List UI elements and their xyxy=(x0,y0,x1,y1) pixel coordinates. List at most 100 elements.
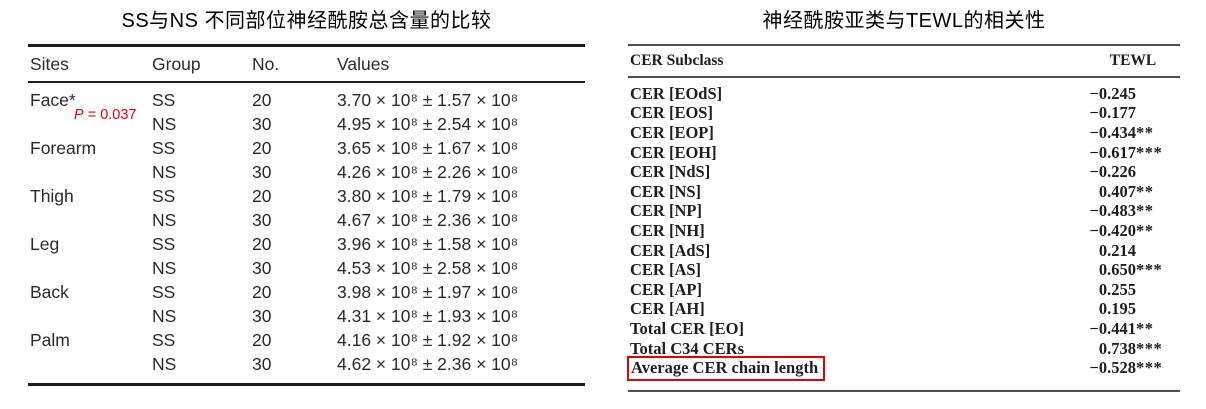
value-cell: 4.62 × 10⁸ ± 2.36 × 10⁸ xyxy=(337,353,519,374)
table-row: Back SS 20 3.98 × 10⁸ ± 1.97 × 10⁸ xyxy=(28,280,585,304)
subclass-cell: Total C34 CERs xyxy=(630,338,744,358)
no-cell: 30 xyxy=(252,305,272,326)
site-cell: Back xyxy=(30,281,69,302)
site-cell: Palm xyxy=(30,329,70,350)
tewl-value-cell: −0.483** xyxy=(1086,201,1180,221)
table-row: NS 30 4.95 × 10⁸ ± 2.54 × 10⁸ xyxy=(28,112,585,136)
correlation-value: 0.738 xyxy=(1098,338,1136,358)
table-row: NS 30 4.62 × 10⁸ ± 2.36 × 10⁸ xyxy=(28,352,585,376)
no-cell: 20 xyxy=(252,329,272,350)
tewl-value-cell: −0.420** xyxy=(1086,221,1180,241)
table-row: CER [NH] −0.420** xyxy=(628,221,1180,241)
no-cell: 30 xyxy=(252,257,272,278)
group-cell: SS xyxy=(152,281,176,302)
correlation-value: −0.617 xyxy=(1089,142,1136,162)
table-row: CER [NS] 0.407** xyxy=(628,182,1180,202)
correlation-value: −0.434 xyxy=(1089,122,1136,142)
no-cell: 20 xyxy=(252,137,272,158)
tewl-value-cell: 0.407** xyxy=(1086,182,1180,202)
significance-stars: ** xyxy=(1136,122,1154,142)
subclass-cell: CER [NP] xyxy=(630,201,702,221)
value-cell: 4.16 × 10⁸ ± 1.92 × 10⁸ xyxy=(337,329,519,350)
no-cell: 20 xyxy=(252,185,272,206)
subclass-cell: CER [NdS] xyxy=(630,162,711,182)
significance-stars: ** xyxy=(1136,220,1154,240)
group-cell: NS xyxy=(152,353,177,374)
highlight-box: Average CER chain length xyxy=(627,355,826,381)
table-row: CER [AH] 0.195 xyxy=(628,299,1180,320)
tewl-value-cell: 0.255 xyxy=(1086,280,1180,300)
correlation-value: 0.195 xyxy=(1098,299,1136,319)
left-table: Sites Group No. Values Face* P = 0.037 SS 2… xyxy=(28,44,585,386)
significance-stars: ** xyxy=(1136,201,1154,221)
no-cell: 30 xyxy=(252,161,272,182)
value-cell: 4.67 × 10⁸ ± 2.36 × 10⁸ xyxy=(337,209,519,230)
no-cell: 20 xyxy=(252,281,272,302)
column-header-sites: Sites xyxy=(30,53,69,74)
value-cell: 4.31 × 10⁸ ± 1.93 × 10⁸ xyxy=(337,305,519,326)
table-row: CER [AP] 0.255 xyxy=(628,280,1180,300)
no-cell: 20 xyxy=(252,233,272,254)
group-cell: NS xyxy=(152,113,177,134)
table-row: CER [NdS] −0.226 xyxy=(628,162,1180,182)
subclass-cell: CER [EOdS] xyxy=(630,83,723,103)
table-row: CER [EOH] −0.617*** xyxy=(628,143,1180,163)
significance-stars: *** xyxy=(1136,142,1163,162)
group-cell: NS xyxy=(152,257,177,278)
tewl-value-cell: −0.441** xyxy=(1086,319,1180,339)
right-table-header-row: CER Subclass TEWL xyxy=(628,46,1180,78)
group-cell: SS xyxy=(152,233,176,254)
site-cell: Face* P = 0.037 xyxy=(30,89,137,123)
tewl-value-cell: 0.650*** xyxy=(1086,260,1180,280)
column-header-cer-subclass: CER Subclass xyxy=(630,52,724,69)
subclass-cell: CER [NH] xyxy=(630,220,705,240)
value-cell: 3.65 × 10⁸ ± 1.67 × 10⁸ xyxy=(337,137,519,158)
subclass-cell: CER [EOH] xyxy=(630,142,717,162)
table-row: CER [AS] 0.650*** xyxy=(628,260,1180,280)
site-cell: Leg xyxy=(30,233,60,254)
subclass-cell: CER [AS] xyxy=(630,260,702,280)
correlation-value: −0.528 xyxy=(1089,358,1136,378)
tewl-value-cell: −0.245 xyxy=(1086,84,1180,104)
group-cell: NS xyxy=(152,305,177,326)
right-table: CER Subclass TEWL CER [EOdS] −0.245 CER [E… xyxy=(627,44,1180,392)
right-table-title: 神经酰胺亚类与TEWL的相关性 xyxy=(762,10,1046,32)
correlation-value: −0.441 xyxy=(1089,318,1136,338)
no-cell: 30 xyxy=(252,113,272,134)
table-row: Total CER [EO] −0.441** xyxy=(628,319,1180,339)
column-header-no: No. xyxy=(252,53,280,74)
table-row: CER [EOdS] −0.245 xyxy=(628,84,1180,104)
value-cell: 4.26 × 10⁸ ± 2.26 × 10⁸ xyxy=(337,161,519,182)
correlation-value: −0.177 xyxy=(1089,103,1136,123)
table-row: NS 30 4.26 × 10⁸ ± 2.26 × 10⁸ xyxy=(28,160,585,184)
significance-stars: *** xyxy=(1136,338,1163,358)
no-cell: 20 xyxy=(252,89,272,110)
correlation-value: 0.650 xyxy=(1098,260,1136,280)
value-cell: 4.53 × 10⁸ ± 2.58 × 10⁸ xyxy=(337,257,519,278)
correlation-value: 0.407 xyxy=(1098,181,1136,201)
column-header-values: Values xyxy=(337,53,390,74)
group-cell: SS xyxy=(152,137,176,158)
no-cell: 30 xyxy=(252,353,272,374)
significance-stars: *** xyxy=(1136,358,1163,378)
table-row: Thigh SS 20 3.80 × 10⁸ ± 1.79 × 10⁸ xyxy=(28,184,585,208)
left-table-body: Face* P = 0.037 SS 20 3.70 × 10⁸ ± 1.57 × 10… xyxy=(28,83,585,383)
table-row: Palm SS 20 4.16 × 10⁸ ± 1.92 × 10⁸ xyxy=(28,328,585,352)
subclass-cell: CER [AdS] xyxy=(630,240,711,260)
value-cell: 4.95 × 10⁸ ± 2.54 × 10⁸ xyxy=(337,113,519,134)
significance-stars: ** xyxy=(1136,181,1154,201)
correlation-value: −0.226 xyxy=(1089,162,1136,182)
p-value-note: P = 0.037 xyxy=(74,106,137,123)
site-cell: Forearm xyxy=(30,137,97,158)
table-row: Leg SS 20 3.96 × 10⁸ ± 1.58 × 10⁸ xyxy=(28,232,585,256)
table-row: CER [EOS] −0.177 xyxy=(628,103,1180,124)
tewl-value-cell: −0.226 xyxy=(1086,162,1180,182)
correlation-value: −0.483 xyxy=(1089,201,1136,221)
group-cell: SS xyxy=(152,329,176,350)
value-cell: 3.80 × 10⁸ ± 1.79 × 10⁸ xyxy=(337,185,519,206)
value-cell: 3.96 × 10⁸ ± 1.58 × 10⁸ xyxy=(337,233,519,254)
correlation-value: −0.245 xyxy=(1089,83,1136,103)
group-cell: SS xyxy=(152,185,176,206)
tewl-value-cell: −0.528*** xyxy=(1086,358,1180,378)
significance-stars: *** xyxy=(1136,260,1163,280)
